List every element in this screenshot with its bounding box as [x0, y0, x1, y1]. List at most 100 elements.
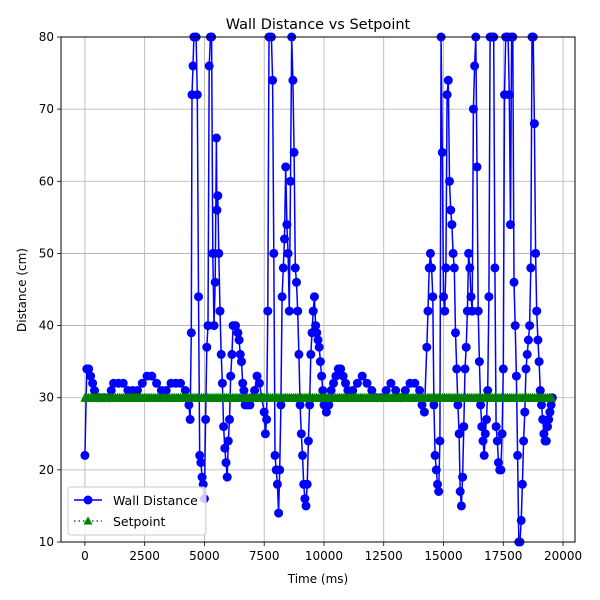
wall-distance-point	[211, 133, 221, 143]
wall-distance-point	[133, 386, 142, 395]
wall-distance-point	[352, 378, 362, 388]
wall-distance-point	[231, 321, 240, 331]
wall-distance-point	[277, 292, 287, 302]
setpoint-point	[547, 392, 557, 402]
wall-distance-point	[197, 472, 207, 482]
wall-distance-point	[504, 90, 514, 100]
wall-distance-point	[509, 277, 519, 287]
wall-distance-point	[202, 342, 212, 352]
wall-distance-point	[464, 248, 474, 258]
y-tick-label: 10	[39, 535, 54, 549]
wall-distance-point	[434, 487, 444, 496]
wall-distance-point	[329, 378, 338, 388]
wall-distance-point	[529, 119, 539, 129]
wall-distance-point	[476, 400, 486, 410]
wall-distance-point	[312, 328, 322, 338]
wall-distance-point	[326, 386, 336, 395]
x-tick-label: 20000	[544, 549, 582, 563]
wall-distance-point	[315, 357, 325, 367]
wall-distance-point	[311, 321, 321, 331]
wall-distance-point	[296, 429, 306, 439]
wall-distance-point	[468, 104, 478, 114]
wall-distance-point	[453, 400, 463, 410]
wall-distance-point	[472, 162, 482, 172]
wall-distance-point	[491, 422, 501, 432]
wall-distance-point	[201, 414, 211, 424]
wall-distance-point	[452, 364, 462, 374]
wall-distance-point	[289, 147, 299, 157]
wall-distance-point	[275, 465, 285, 475]
wall-distance-point	[294, 349, 304, 359]
legend-label-setpoint: Setpoint	[113, 514, 166, 529]
wall-distance-point	[280, 234, 289, 244]
wall-distance-point	[239, 386, 249, 395]
wall-distance-point	[268, 75, 278, 85]
x-tick-label: 12500	[365, 549, 403, 563]
wall-distance-point	[465, 263, 475, 273]
wall-distance-point	[220, 443, 230, 453]
wall-distance-point	[477, 422, 487, 432]
wall-distance-point	[473, 306, 483, 316]
wall-distance-point	[460, 364, 470, 374]
wall-distance-point	[301, 501, 311, 511]
wall-distance-point	[516, 515, 526, 525]
wall-distance-point	[185, 414, 195, 424]
x-tick-label: 0	[81, 549, 89, 563]
wall-distance-point	[415, 386, 425, 395]
wall-distance-point	[270, 450, 280, 460]
chart-title: Wall Distance vs Setpoint	[226, 17, 411, 33]
wall-distance-point	[445, 176, 454, 186]
wall-distance-point	[295, 400, 305, 410]
wall-distance-point	[537, 400, 546, 410]
wall-distance-point	[282, 220, 292, 230]
y-tick-label: 40	[39, 319, 54, 333]
wall-distance-point	[336, 364, 346, 374]
wall-distance-point	[410, 378, 420, 388]
wall-distance-point	[348, 386, 358, 395]
wall-distance-point	[313, 335, 323, 345]
wall-distance-point	[309, 292, 319, 302]
series-layer	[80, 32, 557, 547]
wall-distance-point	[544, 414, 554, 424]
series-setpoint	[80, 392, 557, 402]
wall-distance-point	[466, 292, 476, 302]
wall-distance-point	[259, 407, 269, 417]
wall-distance-point	[281, 162, 291, 172]
wall-distance-point	[263, 306, 273, 316]
wall-distance-point	[283, 248, 293, 258]
y-tick-label: 80	[39, 30, 54, 44]
wall-distance-point	[341, 378, 350, 388]
wall-distance-point	[513, 450, 523, 460]
legend-label-wall-distance: Wall Distance	[113, 493, 198, 508]
wall-distance-point	[510, 321, 520, 331]
wall-distance-point	[318, 386, 328, 395]
wall-distance-point	[80, 450, 90, 460]
wall-distance-point	[215, 306, 225, 316]
wall-distance-point	[226, 371, 236, 381]
wall-distance-point	[269, 248, 279, 258]
wall-distance-point	[238, 378, 248, 388]
wall-distance-point	[254, 378, 264, 388]
y-axis-label: Distance (cm)	[15, 248, 29, 332]
y-tick-label: 50	[39, 246, 54, 260]
wall-distance-point	[302, 479, 312, 489]
wall-distance-point	[227, 349, 237, 359]
wall-distance-point	[225, 414, 234, 424]
wall-distance-point	[423, 306, 433, 316]
wall-distance-point	[317, 371, 327, 381]
wall-distance-point	[237, 357, 246, 367]
wall-distance-point	[484, 292, 494, 302]
wall-distance-point	[252, 371, 262, 381]
wall-distance-point	[523, 335, 533, 345]
wall-distance-point	[300, 494, 310, 504]
wall-distance-point	[288, 75, 298, 85]
wall-distance-point	[531, 248, 541, 258]
wall-distance-point	[262, 414, 272, 424]
wall-distance-point	[430, 450, 440, 460]
wall-distance-point	[213, 191, 223, 201]
wall-distance-point	[546, 400, 556, 410]
wall-distance-point	[440, 306, 450, 316]
y-tick-label: 20	[39, 463, 54, 477]
wall-distance-point	[161, 386, 171, 395]
